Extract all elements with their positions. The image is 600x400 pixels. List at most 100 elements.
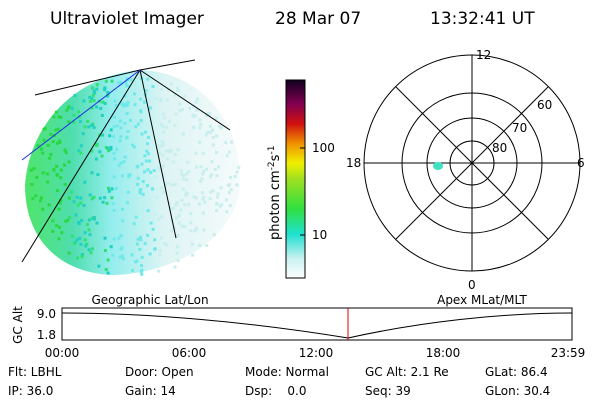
speck xyxy=(139,238,143,242)
panel-title: Geographic Lat/Lon xyxy=(91,293,208,307)
speck xyxy=(210,173,214,177)
speck xyxy=(55,224,59,228)
speck xyxy=(69,190,73,194)
speck xyxy=(72,200,76,204)
speck xyxy=(185,178,189,182)
speck xyxy=(233,175,237,178)
speck xyxy=(139,97,143,101)
speck xyxy=(119,161,123,165)
speck xyxy=(49,153,53,156)
speck xyxy=(82,99,86,103)
speck xyxy=(88,95,92,99)
speck xyxy=(117,236,121,240)
speck xyxy=(140,132,144,136)
speck xyxy=(144,159,148,163)
footer-field: GC Alt: 2.1 Re xyxy=(365,365,449,379)
speck xyxy=(106,271,110,275)
speck xyxy=(104,79,108,83)
speck xyxy=(188,107,192,110)
speck xyxy=(173,153,177,157)
speck xyxy=(219,186,223,190)
speck xyxy=(59,116,63,119)
speck xyxy=(98,150,102,154)
speck xyxy=(52,168,56,172)
speck xyxy=(225,154,229,158)
speck xyxy=(85,223,89,227)
speck xyxy=(88,233,92,237)
speck xyxy=(80,255,84,259)
speck xyxy=(164,125,168,129)
speck xyxy=(149,221,153,225)
speck xyxy=(78,236,82,240)
speck xyxy=(90,149,94,153)
speck xyxy=(173,124,177,127)
speck xyxy=(228,183,231,187)
speck xyxy=(199,122,203,126)
speck xyxy=(86,119,90,123)
speck xyxy=(147,135,151,139)
lat-label: 70 xyxy=(512,121,527,135)
speck xyxy=(167,88,171,92)
speck xyxy=(95,105,98,109)
speck xyxy=(118,255,122,259)
speck xyxy=(83,180,87,184)
speck xyxy=(112,237,116,241)
speck xyxy=(68,216,72,219)
speck xyxy=(151,85,155,88)
speck xyxy=(87,228,91,232)
speck xyxy=(128,118,132,122)
speck xyxy=(95,144,99,147)
speck xyxy=(59,198,63,202)
speck xyxy=(131,268,134,272)
speck xyxy=(126,100,130,104)
speck xyxy=(187,170,191,174)
speck xyxy=(142,100,146,104)
speck xyxy=(101,133,104,137)
speck xyxy=(126,129,130,133)
footer-field: Mode: Normal xyxy=(245,365,329,379)
speck xyxy=(208,175,212,178)
speck xyxy=(77,110,80,114)
speck xyxy=(177,214,181,218)
speck xyxy=(208,112,212,116)
speck xyxy=(79,151,83,155)
speck xyxy=(215,202,219,205)
speck xyxy=(48,156,52,160)
speck xyxy=(99,106,103,110)
speck xyxy=(161,153,165,157)
speck xyxy=(154,97,158,101)
speck xyxy=(121,174,124,178)
speck xyxy=(118,139,122,143)
speck xyxy=(121,219,125,223)
speck xyxy=(92,99,96,103)
lat-label: 80 xyxy=(492,141,507,155)
speck xyxy=(34,194,38,198)
speck xyxy=(81,132,85,136)
speck xyxy=(118,119,122,123)
footer-field: Seq: 39 xyxy=(365,384,411,398)
speck xyxy=(63,148,67,152)
speck xyxy=(146,209,150,213)
aurora-spot xyxy=(433,162,443,170)
speck xyxy=(141,180,145,183)
speck xyxy=(41,151,45,155)
speck xyxy=(60,231,64,235)
speck xyxy=(90,247,94,251)
speck xyxy=(235,183,239,187)
speck xyxy=(202,170,206,174)
speck xyxy=(211,189,215,193)
speck xyxy=(196,97,200,101)
speck xyxy=(179,208,183,212)
speck xyxy=(95,83,99,87)
speck xyxy=(90,197,94,201)
speck xyxy=(119,126,123,130)
speck xyxy=(63,163,66,167)
footer: Flt: LBHL Door: Open Mode: Normal GC Alt: 2… xyxy=(8,365,550,398)
speck xyxy=(90,216,94,220)
speck xyxy=(112,175,116,179)
speck xyxy=(168,148,172,152)
footer-field: GLat: 86.4 xyxy=(485,365,548,379)
speck xyxy=(140,264,143,268)
speck xyxy=(41,207,45,211)
speck xyxy=(101,100,105,104)
